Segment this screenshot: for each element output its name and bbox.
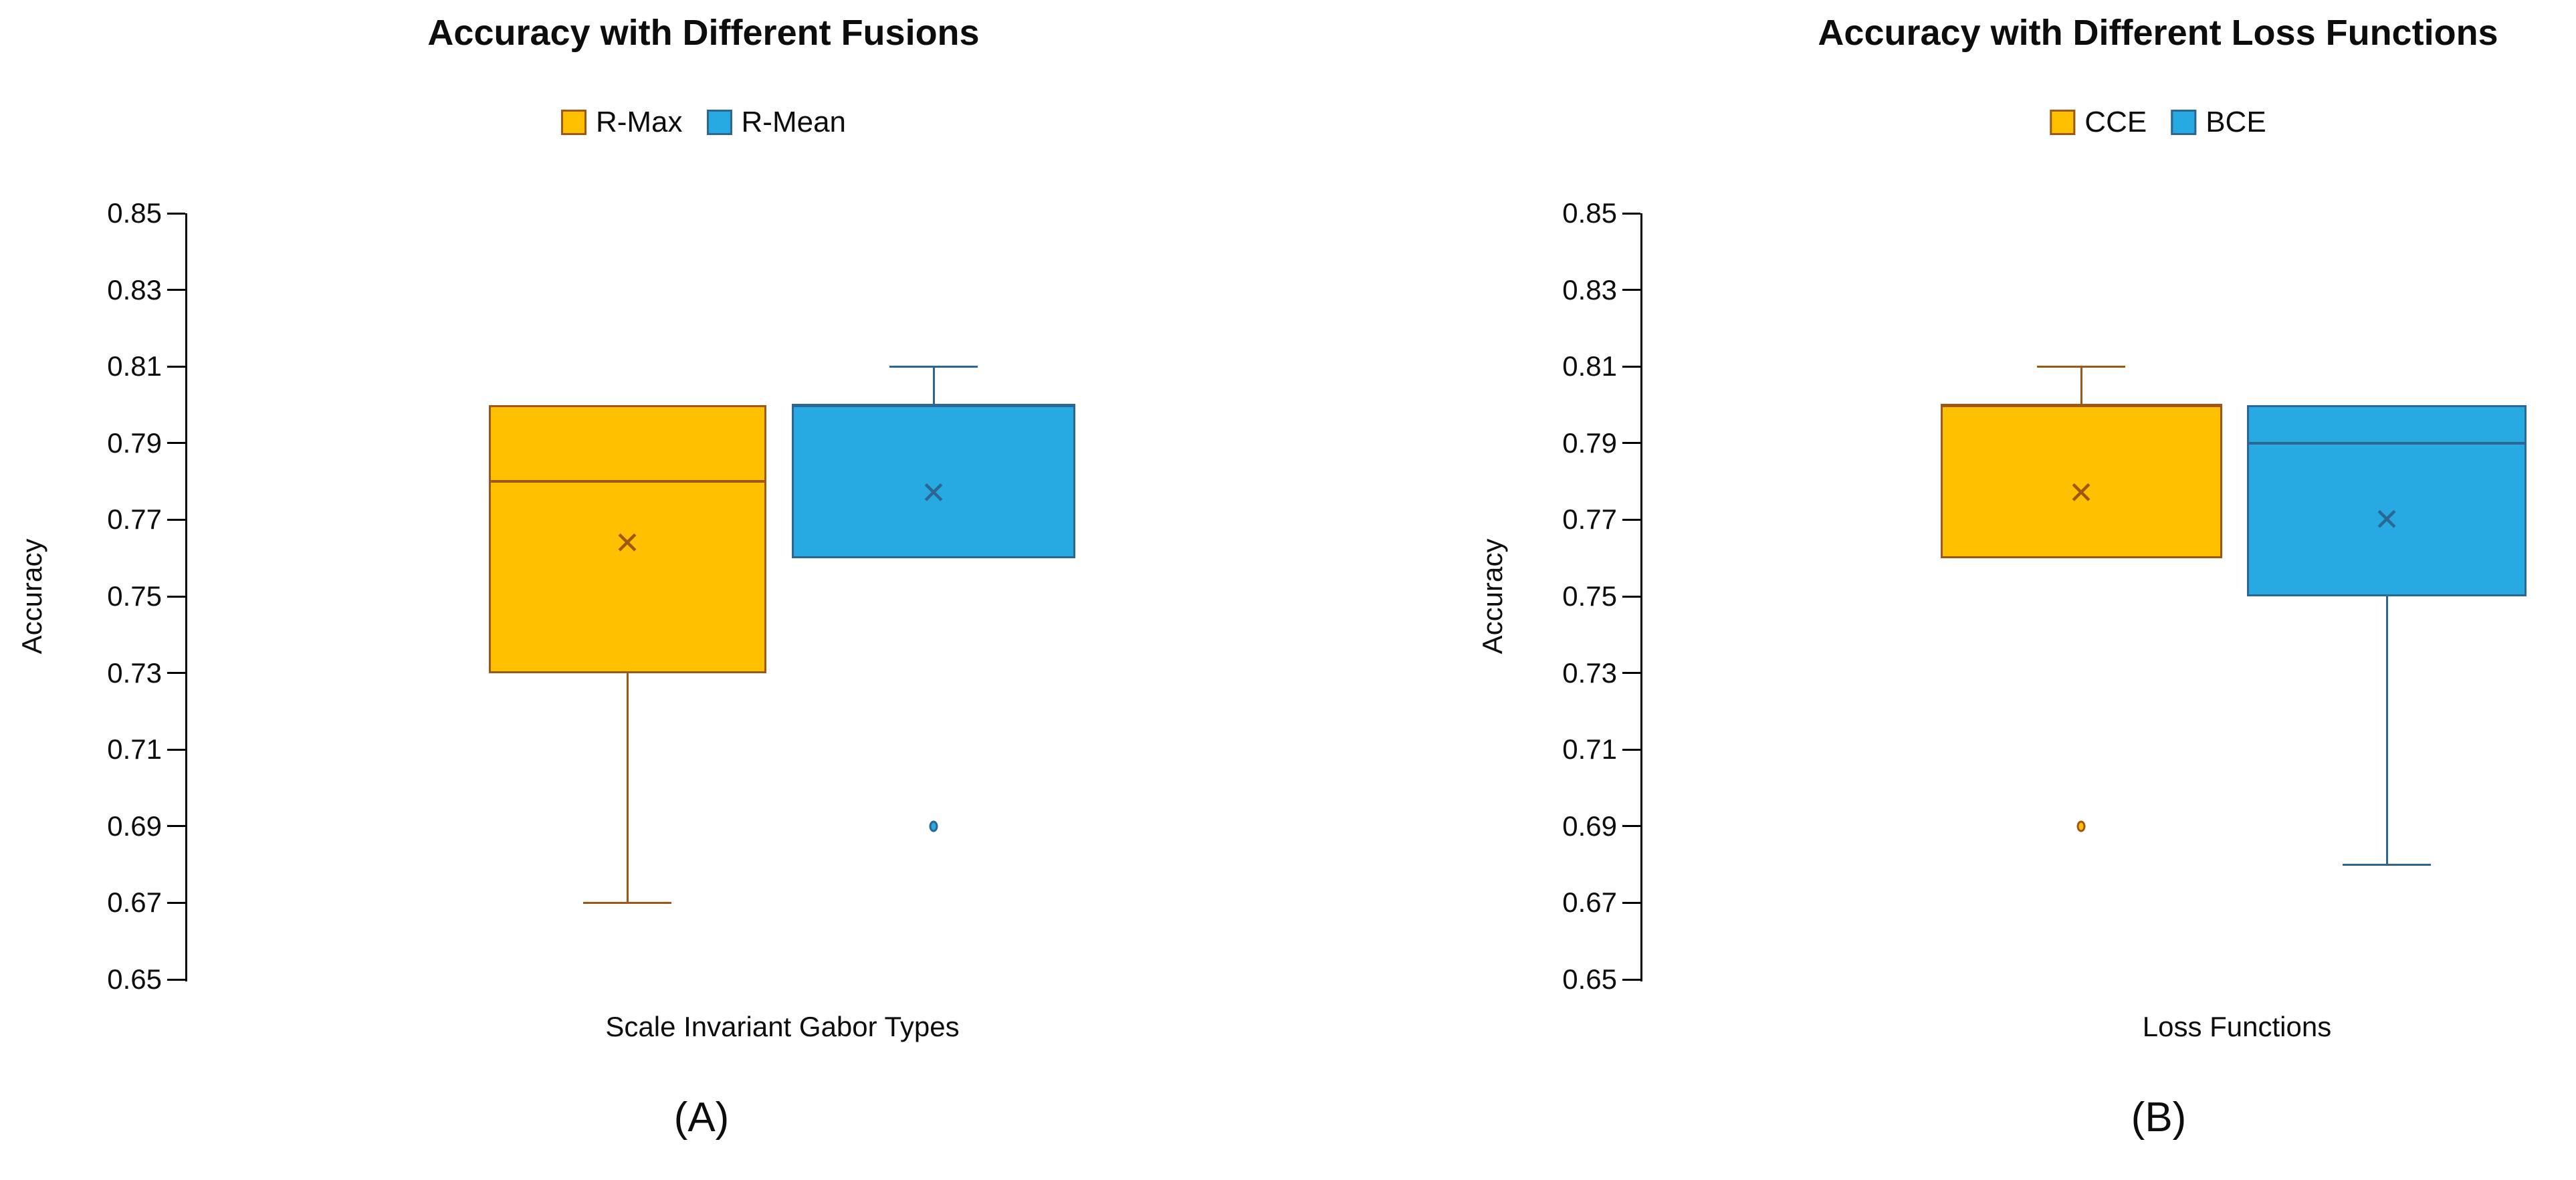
mean-marker: ✕: [2373, 502, 2400, 538]
y-tick-label: 0.67: [107, 887, 162, 919]
y-tick-label: 0.65: [107, 963, 162, 995]
median-line: [2247, 441, 2527, 445]
y-tick: [167, 748, 185, 751]
y-tick-label: 0.79: [1562, 427, 1617, 459]
mean-marker: ✕: [614, 525, 641, 560]
y-tick-label: 0.75: [107, 580, 162, 612]
y-tick-label: 0.65: [1562, 963, 1617, 995]
x-axis-label-loss-functions: Loss Functions: [2142, 1011, 2332, 1042]
legend-swatch-r-mean: [706, 110, 732, 135]
y-tick-label: 0.81: [1562, 350, 1617, 382]
outlier-point: [929, 820, 938, 832]
y-tick-label: 0.67: [1562, 887, 1617, 919]
caption-a: (A): [673, 1094, 730, 1141]
y-tick: [1622, 518, 1640, 521]
y-tick: [167, 595, 185, 598]
legend-swatch-r-max: [560, 110, 586, 135]
y-tick-label: 0.85: [107, 197, 162, 229]
caption-b: (B): [2131, 1094, 2187, 1141]
y-tick: [1622, 289, 1640, 291]
whisker-lower: [626, 673, 629, 903]
box-cce: [1940, 404, 2222, 558]
whisker-upper-cap: [889, 365, 978, 368]
y-tick: [1622, 901, 1640, 904]
y-tick-label: 0.69: [1562, 810, 1617, 842]
y-axis-title: Accuracy: [1477, 538, 1508, 655]
y-tick-label: 0.75: [1562, 580, 1617, 612]
median-line: [1940, 403, 2222, 406]
y-tick: [167, 518, 185, 521]
box-bce: [2247, 404, 2527, 596]
whisker-lower: [2385, 596, 2388, 865]
x-axis-label-fusions: Scale Invariant Gabor Types: [605, 1011, 960, 1042]
y-tick-label: 0.71: [1562, 733, 1617, 765]
legend-fusions: R-Max R-Mean: [560, 106, 847, 139]
y-tick: [1622, 825, 1640, 828]
median-line: [488, 480, 766, 483]
y-tick: [1622, 672, 1640, 675]
legend-loss-functions: CCE BCE: [2050, 106, 2266, 139]
y-tick: [1622, 212, 1640, 215]
whisker-lower-cap: [583, 901, 671, 904]
legend-item-r-max: R-Max: [560, 106, 683, 139]
y-tick: [1622, 442, 1640, 445]
y-tick-label: 0.81: [107, 350, 162, 382]
chart-title-fusions: Accuracy with Different Fusions: [427, 13, 980, 53]
y-tick-label: 0.73: [1562, 657, 1617, 689]
y-tick: [167, 825, 185, 828]
legend-swatch-cce: [2050, 110, 2076, 135]
legend-label: BCE: [2206, 106, 2266, 138]
y-tick: [167, 901, 185, 904]
y-tick-label: 0.73: [107, 657, 162, 689]
legend-swatch-bce: [2171, 110, 2197, 135]
y-tick-label: 0.69: [107, 810, 162, 842]
y-tick-label: 0.77: [107, 503, 162, 536]
median-line: [792, 403, 1075, 406]
y-tick-label: 0.83: [1562, 273, 1617, 306]
y-tick: [1622, 748, 1640, 751]
mean-marker: ✕: [920, 475, 947, 511]
legend-item-cce: CCE: [2050, 106, 2147, 139]
whisker-upper: [932, 366, 935, 405]
legend-item-r-mean: R-Mean: [706, 106, 847, 139]
y-tick: [167, 212, 185, 215]
y-tick-label: 0.85: [1562, 197, 1617, 229]
box-r-max: [488, 404, 766, 673]
y-tick: [1622, 595, 1640, 598]
y-tick: [167, 365, 185, 368]
legend-label: R-Mean: [741, 106, 847, 138]
y-tick-label: 0.71: [107, 733, 162, 765]
y-tick: [167, 442, 185, 445]
y-tick: [1622, 365, 1640, 368]
whisker-upper-cap: [2037, 365, 2125, 368]
y-tick-label: 0.77: [1562, 503, 1617, 536]
outlier-point: [2076, 820, 2086, 832]
whisker-lower-cap: [2343, 863, 2431, 866]
legend-item-bce: BCE: [2171, 106, 2266, 139]
mean-marker: ✕: [2068, 475, 2095, 511]
y-tick: [167, 289, 185, 291]
y-tick-label: 0.83: [107, 273, 162, 306]
y-axis-line: [185, 213, 187, 981]
whisker-upper: [2080, 366, 2082, 405]
y-tick: [167, 978, 185, 981]
y-tick-label: 0.79: [107, 427, 162, 459]
y-tick: [1622, 978, 1640, 981]
chart-title-loss-functions: Accuracy with Different Loss Functions: [1818, 13, 2498, 53]
y-tick: [167, 672, 185, 675]
y-axis-line: [1640, 213, 1642, 981]
box-r-mean: [792, 404, 1075, 558]
legend-label: R-Max: [595, 106, 683, 138]
legend-label: CCE: [2084, 106, 2147, 138]
